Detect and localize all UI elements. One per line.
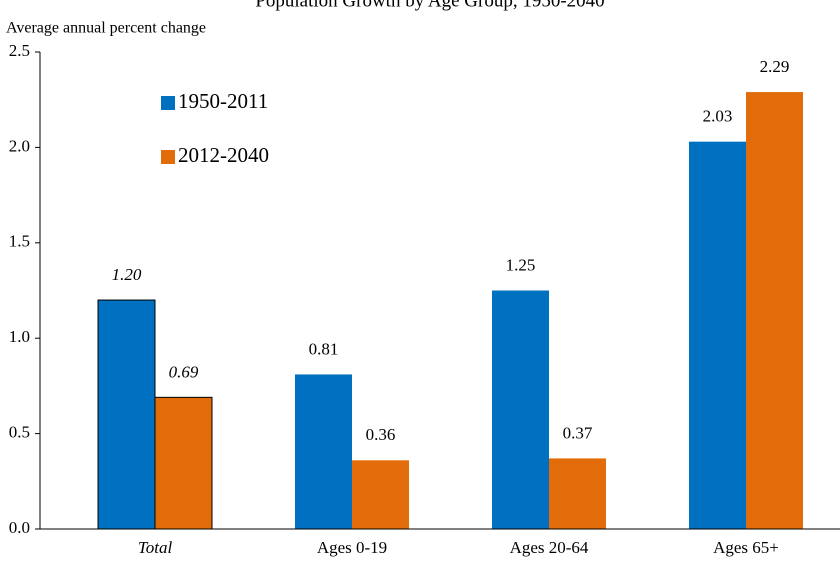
bar <box>154 396 213 530</box>
value-label: 2.03 <box>703 107 733 126</box>
y-tick-label: 2.5 <box>9 41 30 60</box>
x-tick-label: Ages 65+ <box>713 538 779 557</box>
bar <box>97 299 156 530</box>
legend-label: 2012-2040 <box>178 143 269 167</box>
value-label: 1.20 <box>112 265 142 284</box>
value-label: 1.25 <box>506 255 536 274</box>
legend-swatch <box>161 150 175 164</box>
bar <box>689 141 746 529</box>
y-tick-label: 2.0 <box>9 136 30 155</box>
value-label: 0.69 <box>169 362 199 381</box>
bar <box>295 374 352 529</box>
value-label: 0.36 <box>366 425 396 444</box>
bar <box>746 92 803 530</box>
bar <box>352 460 409 529</box>
value-label: 0.37 <box>563 423 593 442</box>
y-tick-label: 0.5 <box>9 423 30 442</box>
y-axis-label: Average annual percent change <box>6 20 206 37</box>
legend-swatch <box>161 96 175 110</box>
y-tick-label: 1.0 <box>9 327 30 346</box>
x-tick-label: Ages 20-64 <box>510 538 589 557</box>
y-tick-label: 1.5 <box>9 232 30 251</box>
x-tick-label: Ages 0-19 <box>317 538 387 557</box>
x-tick-label: Total <box>138 538 173 557</box>
bar <box>549 458 606 529</box>
y-tick-label: 0.0 <box>9 518 30 537</box>
value-label: 0.81 <box>309 339 339 358</box>
chart-title: Population Growth by Age Group, 1950-204… <box>255 0 604 11</box>
legend-label: 1950-2011 <box>178 89 268 113</box>
value-label: 2.29 <box>760 57 790 76</box>
bar <box>492 290 549 529</box>
